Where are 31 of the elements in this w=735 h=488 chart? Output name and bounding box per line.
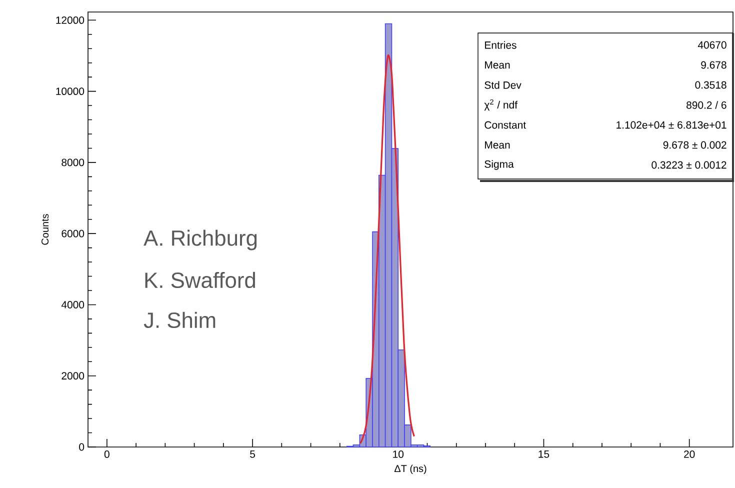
- annotation: Std Dev: [484, 81, 522, 89]
- y-tick-label: 2000: [62, 372, 84, 380]
- y-axis-title: Counts: [42, 214, 49, 245]
- y-tick-label: 10000: [56, 88, 84, 96]
- annotation: 890.2 / 6: [686, 101, 726, 109]
- y-tick-label: 4000: [61, 301, 84, 308]
- annotation: A. Richburg: [144, 230, 257, 250]
- y-tick-label: 6000: [62, 230, 84, 238]
- y-tick-label: 12000: [56, 16, 84, 24]
- y-tick-label: 0: [79, 443, 84, 451]
- annotation: Sigma: [484, 160, 514, 170]
- x-tick-label: 20: [684, 450, 695, 458]
- annotation: 40670: [698, 41, 726, 49]
- x-axis-title: ΔT (ns): [394, 464, 426, 474]
- annotation: χ$^{2}$ / ndf: [484, 99, 518, 111]
- annotation: Constant: [484, 121, 526, 129]
- annotation: 0.3518: [695, 81, 726, 89]
- annotation: J. Shim: [144, 312, 216, 328]
- annotation: Mean: [485, 141, 510, 149]
- annotation: K. Swafford: [145, 272, 256, 288]
- annotation: 9.678 ± 0.002: [663, 141, 726, 149]
- annotation: Mean: [485, 61, 510, 69]
- annotation: Entries: [485, 41, 516, 49]
- x-tick-label: 0: [104, 450, 110, 458]
- annotation: 9.678: [701, 61, 726, 69]
- annotation: 0.3223 ± 0.0012: [652, 161, 726, 169]
- x-tick-label: 10: [393, 450, 404, 458]
- y-tick-label: 8000: [62, 158, 84, 166]
- x-tick-label: 15: [538, 450, 550, 458]
- annotation: 1.102e+04 ± 6.813e+01: [616, 121, 726, 129]
- x-tick-label: 5: [250, 450, 255, 458]
